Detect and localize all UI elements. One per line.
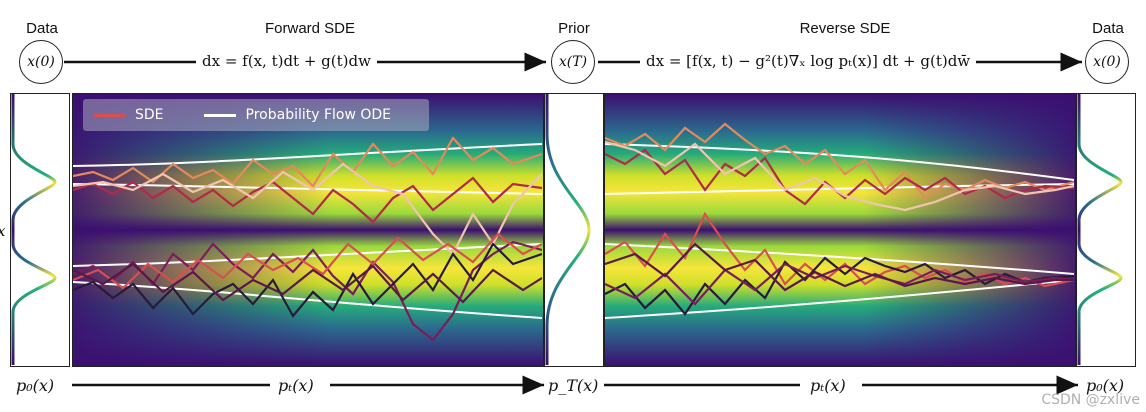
bottom-pt-right: pₜ(x) [810, 376, 846, 395]
legend-ode-swatch [203, 113, 236, 117]
bottom-arrows [72, 375, 1078, 395]
forward-trajectories [73, 136, 542, 342]
reverse-trajectories [605, 122, 1074, 319]
node-xT: x(T) [551, 40, 595, 84]
density-curve-prior [545, 94, 591, 365]
reverse-sde-label: Reverse SDE [799, 20, 891, 37]
density-curve-p0-left [11, 94, 57, 365]
reverse-equation: dx = [f(x, t) − g²(t)∇ₓ log pₜ(x)] dt + … [640, 52, 977, 70]
bottom-pT: p_T(x) [548, 376, 599, 395]
watermark: CSDN @zxlive [1041, 392, 1140, 408]
bottom-p0-right: p₀(x) [1086, 376, 1125, 395]
node-x0-left: x(0) [19, 40, 63, 84]
legend-sde-label: SDE [135, 107, 164, 123]
data-right-label: Data [1092, 20, 1124, 37]
forward-sde-label: Forward SDE [264, 20, 356, 37]
forward-equation: dx = f(x, t)dt + g(t)dw [196, 52, 377, 70]
density-p0-right [1076, 93, 1136, 367]
density-p0-left [10, 93, 70, 367]
legend-sde-swatch [93, 113, 125, 117]
density-prior [544, 93, 604, 367]
forward-heatmap: SDE Probability Flow ODE [72, 93, 544, 367]
reverse-heatmap [604, 93, 1076, 367]
density-curve-p0-right [1077, 94, 1123, 365]
side-axis-label: x [0, 222, 5, 240]
legend: SDE Probability Flow ODE [83, 99, 429, 131]
legend-ode-label: Probability Flow ODE [245, 107, 392, 123]
data-left-label: Data [26, 20, 58, 37]
node-x0-right: x(0) [1085, 40, 1129, 84]
bottom-p0-left: p₀(x) [16, 376, 55, 395]
bottom-pt-left: pₜ(x) [278, 376, 314, 395]
prior-label: Prior [558, 20, 590, 37]
